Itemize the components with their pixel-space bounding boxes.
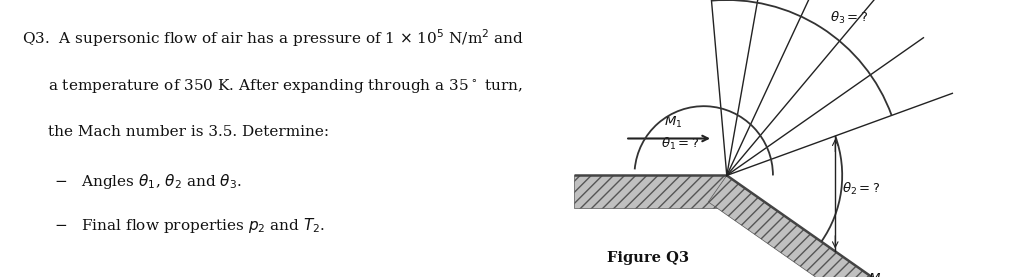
Text: $-$   Final flow properties $p_2$ and $T_2$.: $-$ Final flow properties $p_2$ and $T_2…: [54, 216, 325, 235]
Text: $M_2$: $M_2$: [868, 272, 886, 277]
Polygon shape: [574, 175, 727, 208]
Text: $-$   Angles $\theta_1$, $\theta_2$ and $\theta_3$.: $-$ Angles $\theta_1$, $\theta_2$ and $\…: [54, 172, 241, 191]
Text: $\theta_1= ?$: $\theta_1= ?$: [661, 136, 700, 152]
Text: the Mach number is 3.5. Determine:: the Mach number is 3.5. Determine:: [49, 125, 329, 139]
Text: $M_1$: $M_1$: [664, 115, 683, 130]
Text: Q3.  A supersonic flow of air has a pressure of 1 $\times$ 10$^5$ N/m$^2$ and: Q3. A supersonic flow of air has a press…: [22, 28, 523, 49]
Polygon shape: [709, 175, 954, 277]
Text: Figure Q3: Figure Q3: [607, 252, 689, 265]
Text: $\theta_3= ?$: $\theta_3= ?$: [830, 10, 868, 26]
Text: $\theta_2= ?$: $\theta_2= ?$: [842, 181, 881, 197]
Text: a temperature of 350 K. After expanding through a 35$^\circ$ turn,: a temperature of 350 K. After expanding …: [49, 78, 523, 96]
